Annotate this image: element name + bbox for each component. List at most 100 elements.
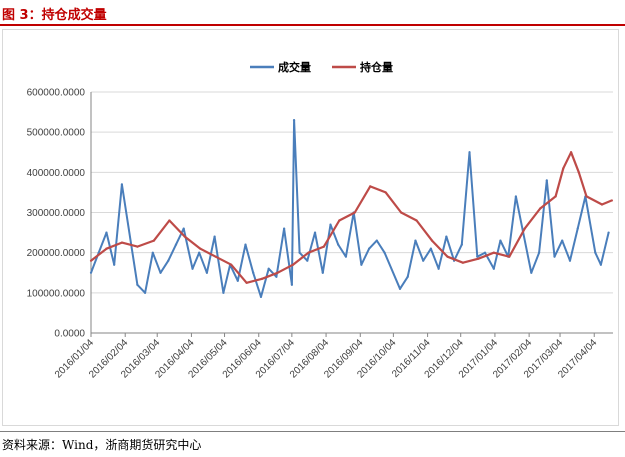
volume-data-point [483,251,487,254]
volume-data-point [553,255,556,258]
volume-data-point [205,271,208,274]
volume-data-point [167,259,170,262]
volume-data-point [174,243,178,246]
open-interest-data-point [136,245,139,248]
open-interest-data-point [508,255,511,258]
volume-data-point [568,259,572,262]
legend-label-volume: 成交量 [278,60,311,74]
open-interest-data-point [523,227,526,230]
volume-data-point [267,267,270,270]
y-tick-label: 500000.0000 [27,128,86,139]
volume-data-point [306,259,309,262]
volume-data-point [252,271,255,274]
y-tick-label: 300000.0000 [27,208,86,219]
open-interest-data-point [276,271,279,274]
open-interest-data-point [120,241,124,244]
legend-label-open-interest: 持仓量 [360,60,393,74]
y-tick-label: 0.0000 [54,329,85,340]
figure-title: 图 3：持仓成交量 [2,8,107,23]
volume-data-point [136,283,139,286]
volume-data-point [244,243,247,246]
open-interest-data-point [291,263,295,266]
y-tick-label: 600000.0000 [27,88,86,99]
volume-data-point [236,279,239,282]
volume-data-point [159,271,162,274]
volume-data-point [383,251,386,254]
volume-data-point [468,151,471,154]
open-interest-data-point [322,245,325,248]
volume-data-point [607,231,610,234]
open-interest-data-point [105,247,108,250]
volume-data-point [329,223,332,226]
open-interest-data-point [600,203,604,206]
open-interest-data-point [430,239,434,242]
open-interest-data-point [245,281,248,284]
volume-data-point [545,179,548,182]
open-interest-data-point [199,247,202,250]
volume-data-point [576,227,579,230]
volume-data-point [191,267,194,270]
open-interest-data-point [477,257,480,260]
open-interest-data-point [415,219,418,222]
volume-series-line [90,119,610,298]
open-interest-data-point [569,151,573,154]
open-interest-data-point [562,167,565,170]
volume-data-point [406,275,409,278]
footer-rule [0,431,625,432]
open-interest-data-point [89,259,93,262]
open-interest-data-point [554,195,557,198]
volume-data-point [429,247,433,250]
open-interest-data-point [539,207,542,210]
open-interest-data-point [353,211,356,214]
volume-data-point [151,251,154,254]
open-interest-data-point [307,251,310,254]
chart-canvas: 0.0000 100000.0000 200000.0000 300000.0000 4… [27,60,613,381]
open-interest-data-point [260,277,264,280]
open-interest-data-point [585,195,588,198]
volume-data-point [344,255,348,258]
volume-data-point [298,251,301,254]
volume-data-point [445,235,448,238]
volume-data-point [89,271,93,274]
volume-data-point [422,259,425,262]
chart-frame: 0.0000 100000.0000 200000.0000 300000.0000 4… [2,29,619,426]
volume-data-point [398,287,402,290]
volume-data-point [275,275,278,278]
volume-data-point [259,295,263,298]
volume-data-point [213,235,216,238]
open-interest-data-point [461,261,465,264]
open-interest-data-point [152,239,156,242]
volume-data-point [321,271,324,274]
open-interest-data-point [338,219,341,222]
volume-data-point [120,183,124,186]
open-interest-data-point [446,255,449,258]
open-interest-data-point [183,235,186,238]
volume-data-point [182,227,185,230]
volume-data-point [290,283,293,286]
y-tick-label: 200000.0000 [27,248,86,259]
open-interest-data-point [214,255,217,258]
volume-data-point [283,227,286,230]
open-interest-data-point [384,191,387,194]
volume-data-point [360,263,363,266]
volume-data-point [292,119,296,122]
volume-data-point [499,239,502,242]
open-interest-data-point [492,251,495,254]
volume-data-point [537,251,541,254]
volume-data-point [198,251,201,254]
volume-data-point [476,255,479,258]
volume-data-point [437,267,440,270]
volume-data-point [460,243,463,246]
volume-data-point [599,263,602,266]
volume-data-point [113,263,116,266]
volume-data-point [594,251,597,254]
volume-data-point [530,271,533,274]
open-interest-data-point [610,199,613,202]
volume-data-point [375,239,378,242]
y-tick-label: 100000.0000 [27,288,86,299]
volume-data-point [313,231,317,234]
volume-data-point [492,267,495,270]
volume-data-point [143,291,147,294]
volume-data-point [561,239,564,242]
open-interest-data-point [577,171,580,174]
